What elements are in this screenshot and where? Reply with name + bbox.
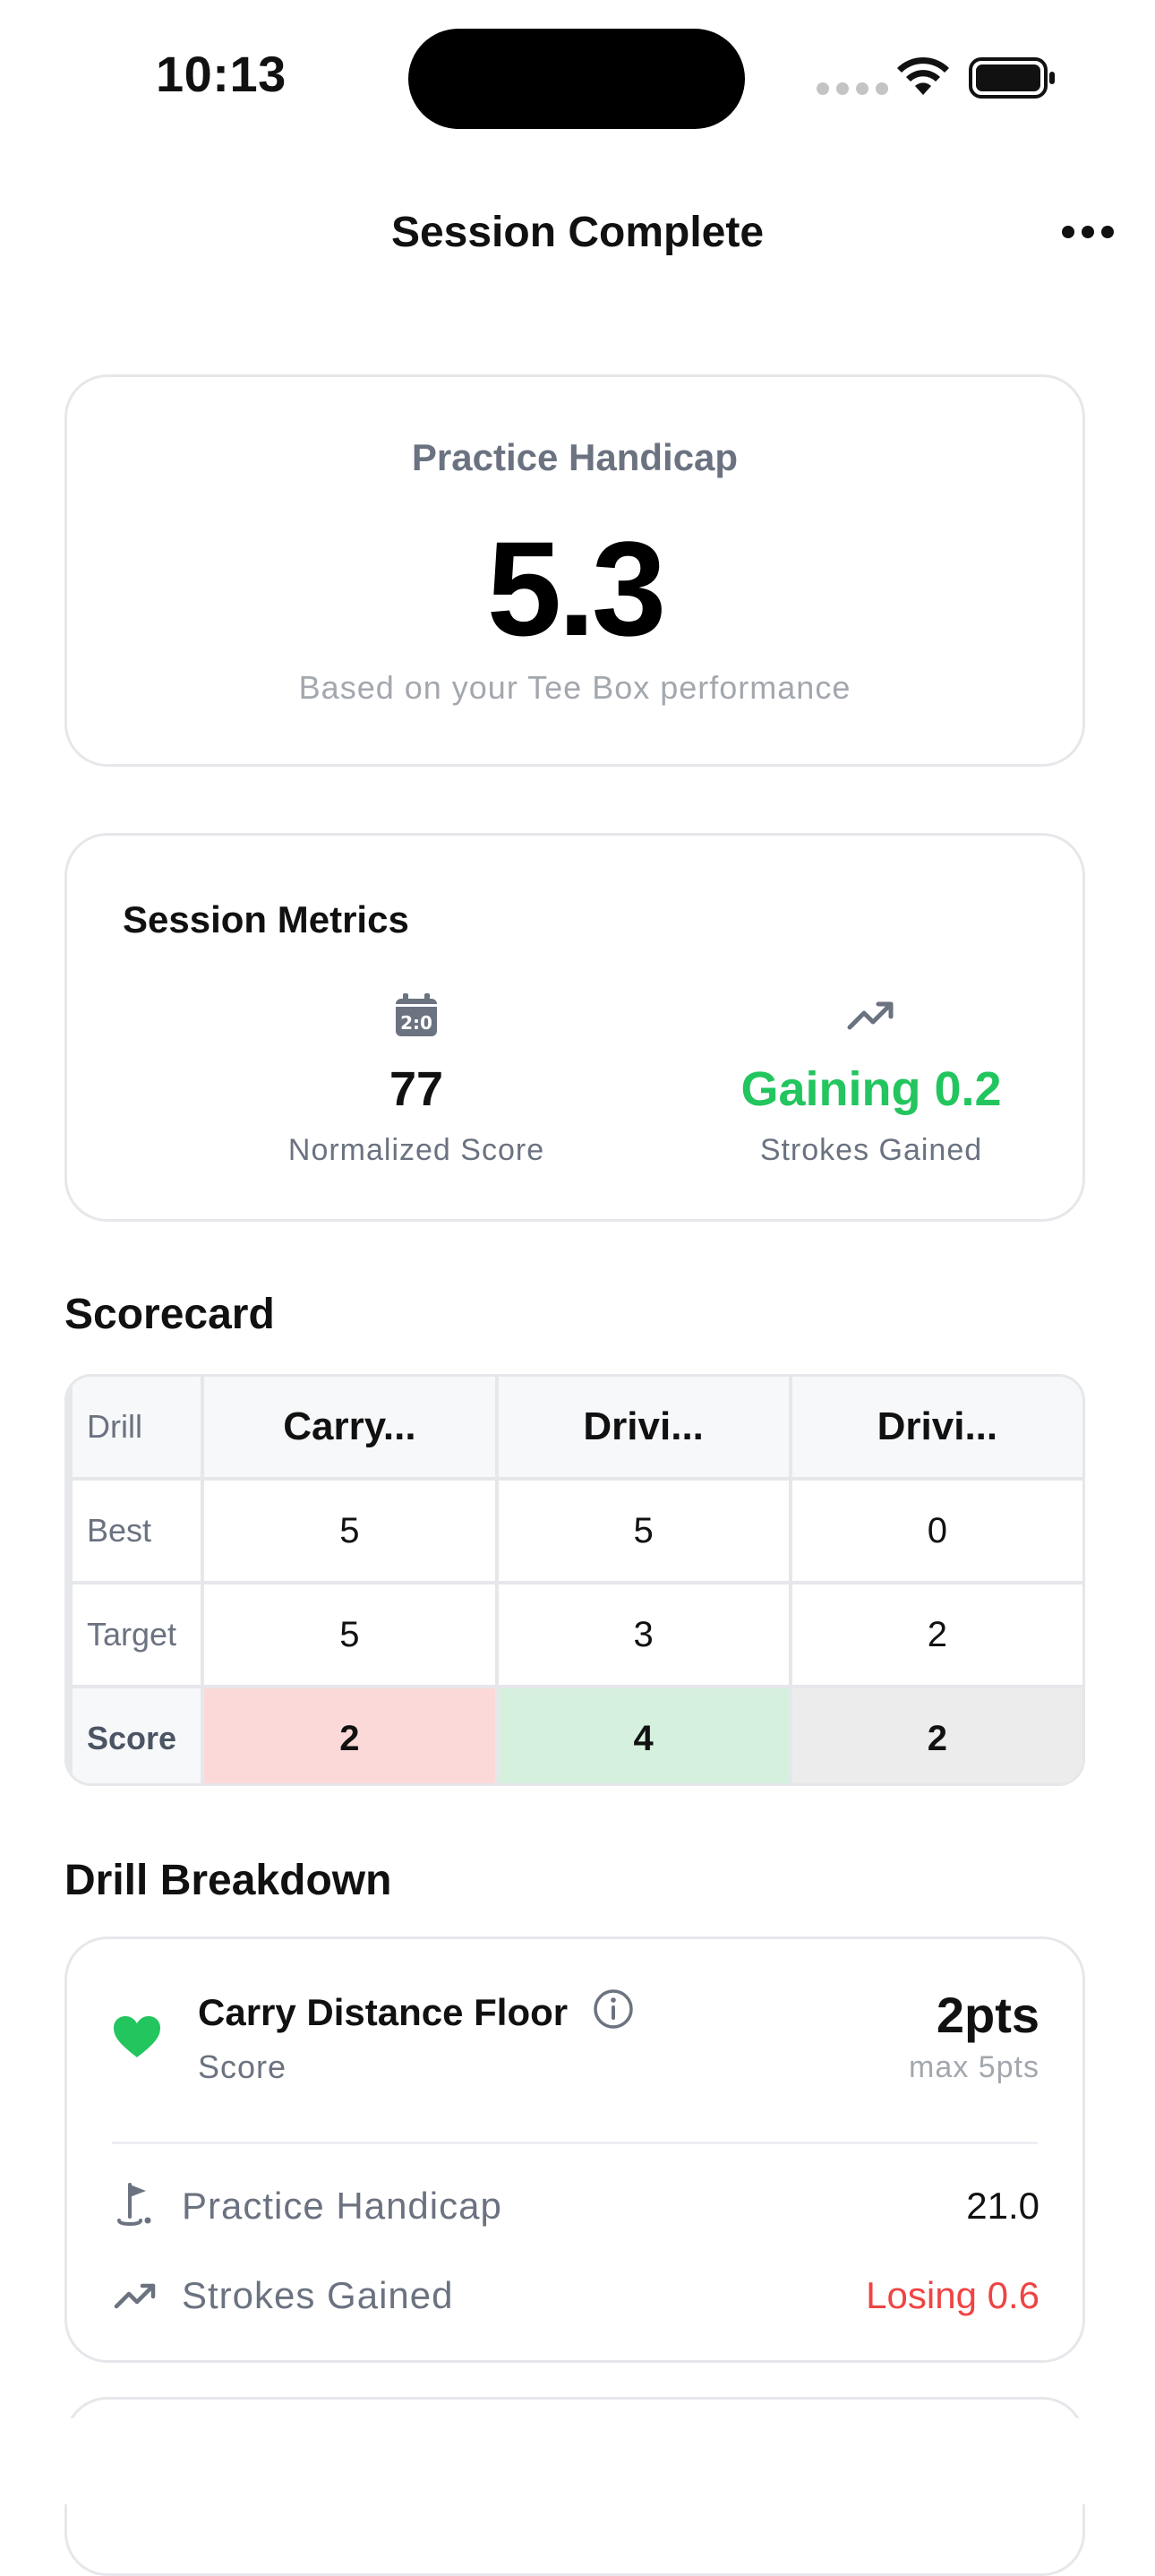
table-row: Score 2 4 2	[67, 1688, 1082, 1783]
header-label: Drill	[67, 1377, 205, 1477]
svg-text:2:0: 2:0	[400, 1012, 432, 1034]
drill-breakdown-title: Drill Breakdown	[64, 1857, 392, 1904]
practice-handicap-value: 21.0	[966, 2185, 1040, 2227]
normalized-score-value: 77	[389, 1062, 444, 1116]
scorecard-table: Drill Carry... Drivi... Drivi... Best 5 …	[64, 1374, 1085, 1786]
table-cell: 0	[927, 1510, 948, 1550]
drill-sub-label: Score	[198, 2048, 287, 2085]
flag-icon	[117, 2183, 151, 2227]
session-metrics-card: Session Metrics 2:0 77 Normalized Score …	[64, 833, 1085, 1222]
wifi-icon	[897, 56, 949, 95]
metrics-title: Session Metrics	[123, 898, 409, 940]
strokes-gained-metric: Gaining 0.2 Strokes Gained	[665, 992, 1077, 1168]
handicap-subtitle: Based on your Tee Box performance	[298, 669, 851, 706]
strokes-gained-value: Gaining 0.2	[740, 1062, 1002, 1116]
calendar-icon: 2:0	[396, 993, 437, 1036]
row-label: Target	[67, 1584, 205, 1685]
score-cell: 2	[791, 1688, 1082, 1783]
page-title: Session Complete	[390, 209, 765, 256]
scorecard-title: Scorecard	[64, 1291, 275, 1338]
strokes-gained-label: Strokes Gained	[182, 2274, 454, 2316]
handicap-label: Practice Handicap	[411, 436, 739, 478]
status-time: 10:13	[156, 46, 287, 102]
cellular-signal-icon	[817, 82, 888, 95]
practice-handicap-label: Practice Handicap	[182, 2185, 502, 2227]
column-header[interactable]: Carry...	[204, 1377, 499, 1477]
trend-up-icon	[847, 1001, 894, 1030]
drill-card[interactable]: Carry Distance Floor Score 2pts max 5pts…	[64, 1936, 1085, 2363]
score-cell: 4	[498, 1688, 792, 1783]
strokes-gained-label: Strokes Gained	[759, 1133, 983, 1167]
battery-icon	[969, 57, 1055, 99]
bottom-fade	[0, 2418, 1155, 2504]
row-label: Score	[67, 1688, 205, 1783]
practice-handicap-card: Practice Handicap 5.3 Based on your Tee …	[64, 374, 1085, 767]
more-options-icon[interactable]	[1062, 226, 1114, 238]
drill-name: Carry Distance Floor	[198, 1991, 569, 2033]
table-cell: 3	[499, 1584, 792, 1685]
score-cell: 2	[204, 1688, 499, 1783]
table-row: Target 5 3 2	[67, 1584, 1082, 1688]
table-cell: 5	[204, 1481, 499, 1581]
table-row: Best 5 5 0	[67, 1481, 1082, 1584]
divider	[112, 2142, 1038, 2144]
normalized-score-label: Normalized Score	[287, 1133, 545, 1167]
table-header-row: Drill Carry... Drivi... Drivi...	[67, 1377, 1082, 1481]
strokes-gained-value: Losing 0.6	[866, 2274, 1040, 2316]
trend-up-icon	[114, 2283, 156, 2309]
table-cell: 2	[927, 1614, 948, 1654]
column-header[interactable]: Drivi...	[499, 1377, 792, 1477]
handicap-value: 5.3	[486, 513, 667, 664]
heart-icon	[114, 2016, 160, 2057]
info-icon[interactable]	[592, 1988, 635, 2031]
row-label: Best	[67, 1481, 205, 1581]
normalized-score-metric: 2:0 77 Normalized Score	[210, 992, 622, 1168]
table-cell: 5	[204, 1584, 499, 1685]
drill-points: 2pts	[936, 1987, 1040, 2043]
drill-max-points: max 5pts	[909, 2050, 1040, 2084]
dynamic-island	[408, 29, 745, 129]
table-cell: 5	[499, 1481, 792, 1581]
column-header[interactable]: Drivi...	[877, 1404, 998, 1448]
